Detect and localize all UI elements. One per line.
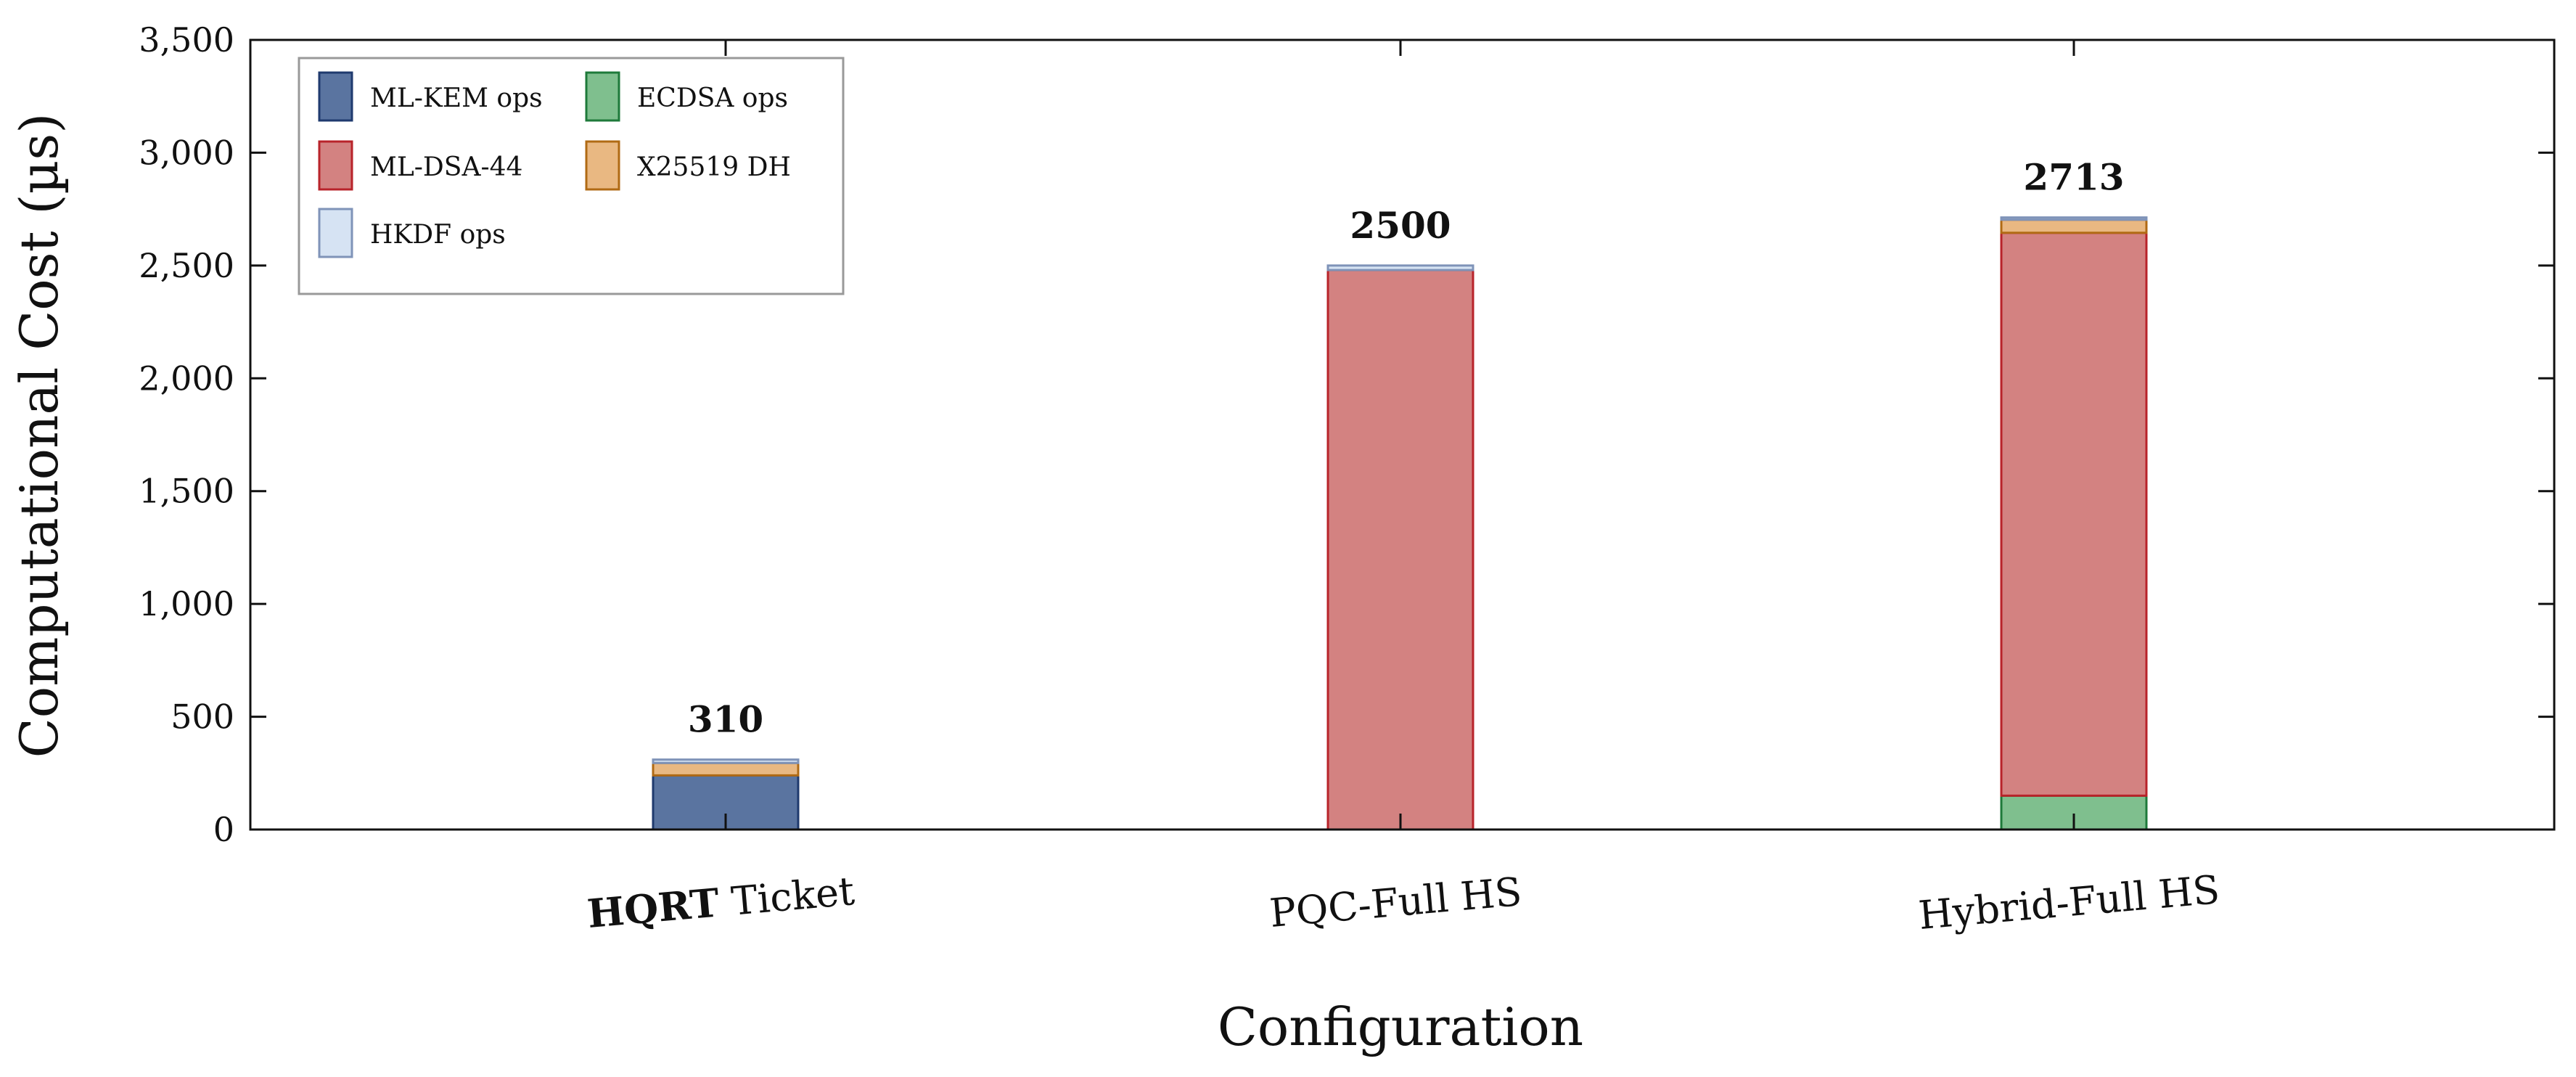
y-tick-label: 3,500 xyxy=(139,20,234,60)
total-labels: 310 2500 2713 xyxy=(688,156,2125,741)
bar-segment xyxy=(652,761,800,777)
bar-segment xyxy=(1326,264,1474,271)
x-category-label: Hybrid-Full HS xyxy=(1916,867,2221,938)
bar-segment xyxy=(2000,232,2148,797)
y-tick-label: 1,000 xyxy=(139,584,234,623)
legend-swatch xyxy=(585,71,620,122)
legend-label: ML-KEM ops xyxy=(370,83,543,113)
x-category-label-text: Ticket xyxy=(717,868,856,925)
legend-swatch xyxy=(585,140,620,191)
y-tick-label: 2,500 xyxy=(139,246,234,285)
bar-segment xyxy=(2000,216,2148,221)
bar-total-label: 2500 xyxy=(1350,204,1451,247)
legend-swatch xyxy=(318,71,353,122)
y-axis-title: Computational Cost (µs) xyxy=(9,113,70,758)
y-tick-label: 0 xyxy=(213,810,234,849)
plot-frame xyxy=(249,38,2556,831)
bar-segment xyxy=(1326,269,1474,831)
bar-total-label: 310 xyxy=(688,698,763,741)
y-tick-label: 3,000 xyxy=(139,133,234,172)
x-category-label-text: PQC-Full HS xyxy=(1268,869,1523,936)
bar-segment xyxy=(2000,218,2148,234)
legend-label: ML-DSA-44 xyxy=(370,152,522,182)
legend-label: X25519 DH xyxy=(637,152,791,182)
legend: ML-KEM ops ECDSA ops ML-DSA-44 X25519 DH HKD… xyxy=(298,57,845,295)
legend-swatch xyxy=(318,208,353,258)
legend-box xyxy=(298,57,845,295)
legend-label: HKDF ops xyxy=(370,220,506,250)
x-category-label: PQC-Full HS xyxy=(1268,869,1523,936)
x-category-label: HQRT Ticket xyxy=(586,867,857,937)
bar-total-label: 2713 xyxy=(2023,156,2124,199)
y-tick-label: 500 xyxy=(171,697,234,737)
legend-swatch xyxy=(318,140,353,191)
x-category-label-text: Hybrid-Full HS xyxy=(1916,867,2221,938)
legend-label: ECDSA ops xyxy=(637,83,788,113)
bar-segment xyxy=(652,758,800,764)
x-axis-title: Configuration xyxy=(1218,996,1583,1057)
bars-layer xyxy=(652,216,2148,831)
y-tick-label: 2,000 xyxy=(139,359,234,398)
x-category-label-bold: HQRT xyxy=(586,879,721,937)
y-tick-label: 1,500 xyxy=(139,472,234,511)
